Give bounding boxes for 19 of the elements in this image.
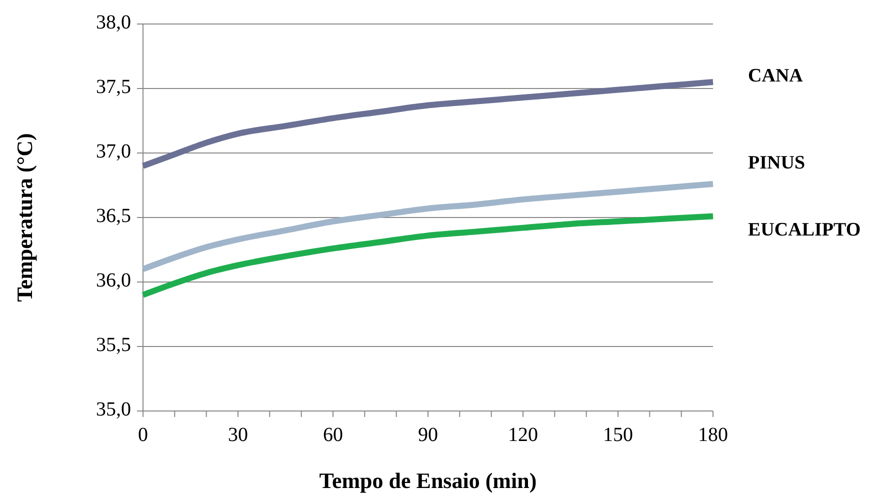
series-label: EUCALIPTO xyxy=(748,220,861,241)
y-tick-label: 35,0 xyxy=(96,398,131,421)
x-tick-label: 0 xyxy=(138,424,148,446)
y-tick-label: 38,0 xyxy=(96,12,131,34)
x-tick-label: 30 xyxy=(228,424,248,446)
y-axis-title: Temperatura (°C) xyxy=(12,133,37,302)
y-tick-label: 37,0 xyxy=(96,140,131,163)
series-label: PINUS xyxy=(748,152,806,174)
y-tick-label: 37,5 xyxy=(96,76,131,98)
x-tick-label: 180 xyxy=(698,424,728,446)
y-tick-label: 36,0 xyxy=(96,270,131,292)
x-tick-label: 60 xyxy=(323,424,343,446)
y-tick-label: 35,5 xyxy=(96,334,131,356)
x-tick-label: 90 xyxy=(418,424,438,446)
y-tick-label: 36,5 xyxy=(96,205,131,228)
series-label: CANA xyxy=(748,65,804,86)
x-tick-label: 150 xyxy=(603,424,633,446)
x-axis-title: Tempo de Ensaio (min) xyxy=(319,468,537,493)
x-tick-label: 120 xyxy=(508,424,538,446)
